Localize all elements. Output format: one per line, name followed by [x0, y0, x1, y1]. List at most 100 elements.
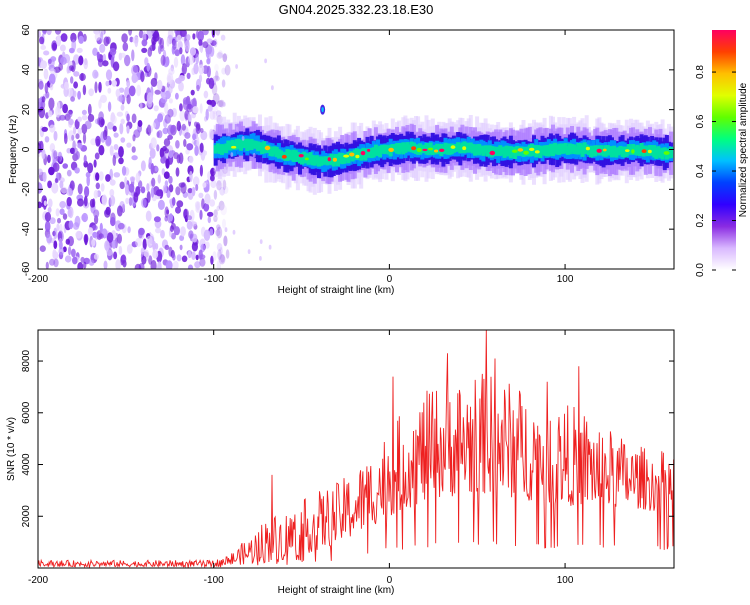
- noise-blob: [45, 261, 49, 269]
- noise-blob: [117, 233, 122, 244]
- noise-blob: [118, 245, 123, 256]
- ridge-cell-4: [475, 144, 480, 155]
- noise-blob: [192, 106, 199, 114]
- noise-blob: [224, 64, 231, 76]
- ridge-cell-4: [517, 147, 522, 156]
- noise-blob: [47, 180, 52, 189]
- noise-blob: [38, 80, 44, 90]
- noise-blob: [78, 35, 84, 44]
- ridge-cell-4: [601, 148, 606, 157]
- ridge-cell-4: [610, 146, 614, 158]
- ridge-cell-4: [407, 144, 412, 152]
- noise-blob: [126, 113, 130, 122]
- noise-blob: [173, 226, 180, 236]
- noise-blob: [99, 43, 106, 53]
- noise-blob: [191, 251, 196, 260]
- noise-blob: [217, 50, 223, 58]
- ridge-cell-4: [329, 153, 334, 166]
- noise-blob: [112, 61, 120, 72]
- noise-blob: [76, 47, 83, 54]
- ridge-cell-4: [272, 146, 277, 155]
- ridge-cell-4: [586, 147, 591, 155]
- ridge-cell-4: [578, 143, 583, 154]
- noise-blob: [66, 66, 70, 74]
- noise-blob: [59, 240, 63, 250]
- ridge-cell-4: [350, 152, 355, 162]
- noise-blob: [206, 58, 211, 65]
- y-axis-label: Frequency (Hz): [8, 115, 19, 184]
- noise-blob: [155, 189, 163, 197]
- noise-blob: [88, 227, 94, 235]
- ridge-hotspot: [625, 149, 630, 153]
- noise-blob: [196, 136, 200, 149]
- noise-blob: [110, 216, 116, 227]
- ridge-cell-4: [629, 147, 633, 155]
- noise-blob: [77, 183, 83, 195]
- noise-blob: [187, 250, 192, 259]
- noise-blob: [118, 94, 126, 103]
- faint-blob: [264, 58, 267, 64]
- noise-blob: [107, 87, 112, 94]
- noise-blob: [168, 98, 173, 104]
- noise-blob: [193, 62, 199, 75]
- noise-blob: [216, 52, 224, 59]
- ridge-cell-4: [430, 146, 435, 156]
- noise-blob: [186, 215, 193, 221]
- ridge-cell-4: [319, 156, 324, 166]
- noise-blob: [82, 132, 87, 144]
- ridge-cell-4: [437, 144, 442, 154]
- ridge-hotspot: [585, 146, 591, 151]
- noise-blob: [140, 160, 146, 172]
- y-tick-label: -60: [21, 261, 32, 276]
- noise-blob: [186, 34, 191, 41]
- noise-blob: [64, 133, 68, 145]
- noise-blob: [131, 73, 138, 84]
- noise-blob: [132, 134, 136, 142]
- noise-blob: [121, 165, 127, 176]
- noise-blob: [120, 137, 126, 143]
- noise-blob: [73, 90, 77, 98]
- ridge-cell-4: [607, 146, 612, 156]
- noise-blob: [146, 235, 153, 248]
- ridge-cell-4: [637, 146, 642, 156]
- y-tick-label: 6000: [21, 401, 32, 424]
- noise-blob: [113, 172, 121, 178]
- ridge-cell-4: [363, 148, 368, 161]
- noise-blob: [66, 187, 73, 196]
- ridge-cell-4: [340, 152, 345, 165]
- noise-blob: [44, 220, 51, 233]
- ridge-hotspot: [231, 145, 237, 149]
- noise-blob: [97, 117, 101, 126]
- noise-blob: [176, 120, 181, 132]
- noise-blob: [59, 44, 66, 52]
- ridge-cell-4: [542, 145, 547, 156]
- noise-blob: [217, 100, 224, 107]
- noise-blob: [160, 156, 167, 164]
- noise-blob: [211, 83, 218, 96]
- noise-blob: [210, 174, 215, 182]
- noise-blob: [161, 168, 165, 176]
- noise-blob: [52, 251, 59, 260]
- ridge-cell-4: [466, 143, 471, 153]
- ridge-cell-4: [397, 143, 402, 155]
- noise-blob: [117, 205, 123, 217]
- noise-blob: [212, 213, 219, 220]
- noise-blob: [180, 54, 186, 66]
- faint-blob: [271, 85, 274, 91]
- faint-blob: [252, 153, 256, 158]
- noise-blob: [207, 216, 211, 224]
- noise-blob: [120, 104, 125, 111]
- noise-blob: [198, 74, 203, 83]
- ridge-cell-4: [494, 146, 499, 156]
- noise-blob: [38, 201, 42, 209]
- noise-blob: [49, 68, 56, 75]
- noise-blob: [101, 194, 108, 206]
- ridge-cell-4: [390, 144, 395, 153]
- noise-blob: [75, 133, 80, 140]
- noise-blob: [119, 122, 124, 135]
- ridge-cell-4: [220, 144, 224, 155]
- noise-blob: [106, 249, 113, 256]
- noise-blob: [64, 81, 69, 91]
- colorbar-tick-label: 0.6: [695, 114, 706, 128]
- noise-blob: [206, 99, 212, 105]
